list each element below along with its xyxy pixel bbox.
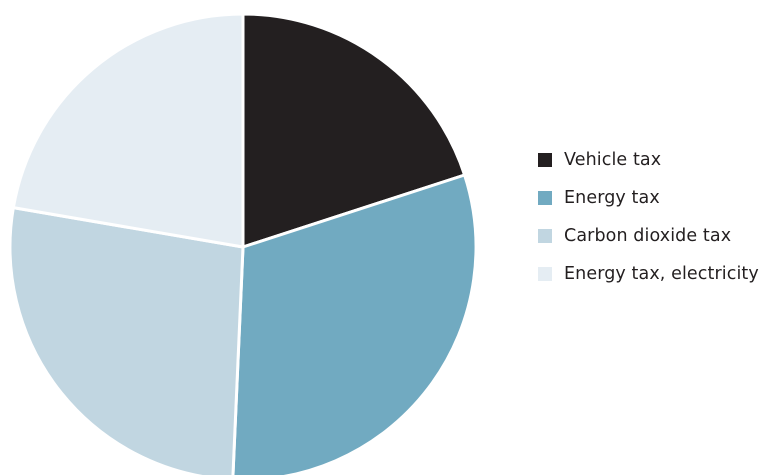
legend-item-energy-tax: Energy tax (538, 185, 770, 211)
legend-swatch-vehicle-tax (538, 153, 552, 167)
legend-item-energy-tax-electricity: Energy tax, electricity (538, 261, 770, 287)
pie-slices (8, 12, 478, 475)
legend-swatch-energy-tax (538, 191, 552, 205)
legend-label-vehicle-tax: Vehicle tax (564, 150, 662, 170)
legend-label-energy-tax: Energy tax (564, 188, 660, 208)
legend-label-energy-tax-electricity: Energy tax, electricity (564, 264, 759, 284)
legend-label-carbon-dioxide-tax: Carbon dioxide tax (564, 226, 732, 246)
legend-item-carbon-dioxide-tax: Carbon dioxide tax (538, 223, 770, 249)
legend-swatch-energy-tax-electricity (538, 267, 552, 281)
pie-slice-energy-tax-electricity (11, 12, 245, 249)
legend: Vehicle tax Energy tax Carbon dioxide ta… (538, 147, 770, 299)
pie-slice-vehicle-tax (241, 12, 467, 249)
legend-item-vehicle-tax: Vehicle tax (538, 147, 770, 173)
pie-slice-carbon-dioxide-tax (8, 206, 245, 475)
legend-swatch-carbon-dioxide-tax (538, 229, 552, 243)
